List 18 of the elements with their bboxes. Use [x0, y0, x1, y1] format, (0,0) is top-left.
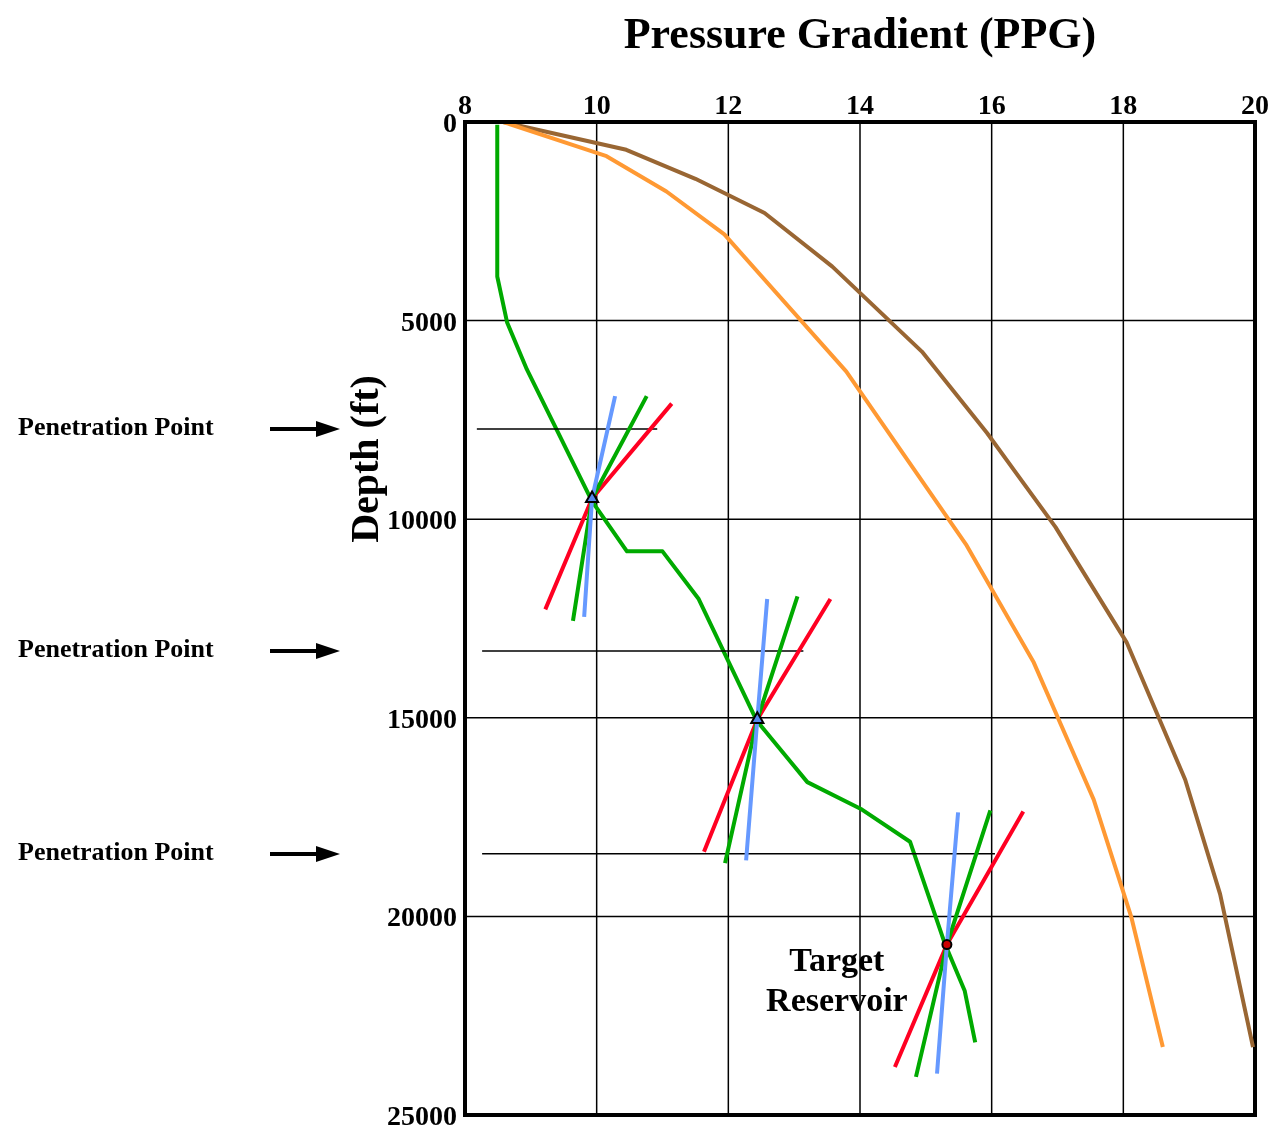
y-tick-label: 10000 — [387, 504, 457, 536]
y-axis-title: Depth (ft) — [340, 374, 388, 543]
y-tick-label: 0 — [443, 106, 457, 138]
y-tick-label: 5000 — [401, 305, 457, 337]
x-tick-label: 14 — [846, 89, 874, 120]
legend-label: Penetration Point — [18, 634, 214, 665]
x-tick-label: 12 — [714, 89, 743, 120]
chart-title: Pressure Gradient (PPG) — [622, 8, 1098, 59]
y-tick-label: 20000 — [387, 901, 457, 933]
x-tick-label: 10 — [582, 89, 611, 120]
x-tick-label: 18 — [1109, 89, 1138, 120]
legend-label: Penetration Point — [18, 412, 214, 443]
x-tick-label: 20 — [1241, 89, 1269, 120]
y-tick-label: 15000 — [387, 702, 457, 734]
x-tick-label: 8 — [458, 89, 472, 120]
legend-label: Penetration Point — [18, 836, 214, 867]
x-tick-label: 16 — [977, 89, 1006, 120]
y-tick-label: 25000 — [387, 1099, 457, 1131]
